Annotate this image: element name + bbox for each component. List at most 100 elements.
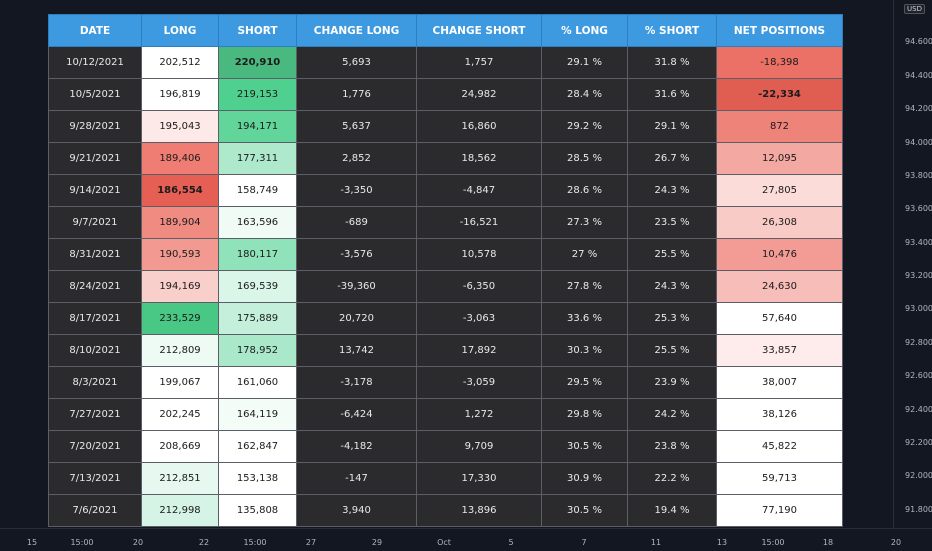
currency-badge[interactable]: USD (904, 4, 925, 14)
pct-short-cell: 31.6 % (627, 78, 717, 111)
time-tick-label: 22 (198, 538, 210, 547)
table-row: 10/5/2021 196,819 219,153 1,776 24,982 28.4 %… (48, 78, 843, 111)
long-cell: 212,851 (141, 462, 219, 495)
table-row: 7/6/2021 212,998 135,808 3,940 13,896 30.5 % 1… (48, 494, 843, 527)
header-long: LONG (141, 14, 219, 47)
date-cell: 10/5/2021 (48, 78, 142, 111)
net-positions-cell: 38,126 (716, 398, 843, 431)
cot-data-table: DATE LONG SHORT CHANGE LONG CHANGE SHORT… (48, 14, 843, 527)
pct-long-cell: 27.8 % (541, 270, 628, 303)
price-tick-label: 92.600 (905, 371, 932, 380)
time-tick-label: 15:00 (243, 538, 267, 547)
change-long-cell: 3,940 (296, 494, 417, 527)
change-long-cell: 1,776 (296, 78, 417, 111)
change-short-cell: 17,892 (416, 334, 542, 367)
pct-short-cell: 24.3 % (627, 174, 717, 207)
time-tick-label: 27 (305, 538, 317, 547)
price-tick-label: 91.800 (905, 505, 932, 514)
long-cell: 189,904 (141, 206, 219, 239)
short-cell: 153,138 (218, 462, 297, 495)
short-cell: 162,847 (218, 430, 297, 463)
change-short-cell: 10,578 (416, 238, 542, 271)
short-cell: 163,596 (218, 206, 297, 239)
price-tick-label: 93.400 (905, 238, 932, 247)
table-row: 7/27/2021 202,245 164,119 -6,424 1,272 29.8 %… (48, 398, 843, 431)
pct-short-cell: 24.3 % (627, 270, 717, 303)
table-header-row: DATE LONG SHORT CHANGE LONG CHANGE SHORT… (48, 14, 843, 47)
short-cell: 178,952 (218, 334, 297, 367)
date-cell: 8/3/2021 (48, 366, 142, 399)
net-positions-cell: 38,007 (716, 366, 843, 399)
long-cell: 233,529 (141, 302, 219, 335)
pct-long-cell: 30.5 % (541, 430, 628, 463)
pct-short-cell: 19.4 % (627, 494, 717, 527)
date-cell: 8/10/2021 (48, 334, 142, 367)
short-cell: 161,060 (218, 366, 297, 399)
long-cell: 199,067 (141, 366, 219, 399)
change-long-cell: -39,360 (296, 270, 417, 303)
change-long-cell: 13,742 (296, 334, 417, 367)
pct-short-cell: 23.8 % (627, 430, 717, 463)
change-long-cell: 20,720 (296, 302, 417, 335)
long-cell: 196,819 (141, 78, 219, 111)
net-positions-cell: 27,805 (716, 174, 843, 207)
price-tick-label: 93.000 (905, 304, 932, 313)
pct-short-cell: 23.5 % (627, 206, 717, 239)
date-cell: 8/31/2021 (48, 238, 142, 271)
change-short-cell: -3,059 (416, 366, 542, 399)
time-tick-label: 11 (650, 538, 662, 547)
time-tick-label: 20 (132, 538, 144, 547)
long-cell: 202,512 (141, 46, 219, 79)
change-long-cell: -3,576 (296, 238, 417, 271)
price-scale[interactable]: 94.600 94.400 94.200 94.000 93.800 93.600 93.4… (893, 0, 932, 528)
short-cell: 219,153 (218, 78, 297, 111)
pct-long-cell: 29.8 % (541, 398, 628, 431)
pct-short-cell: 25.5 % (627, 334, 717, 367)
price-tick-label: 92.000 (905, 471, 932, 480)
price-tick-label: 94.600 (905, 37, 932, 46)
pct-long-cell: 30.3 % (541, 334, 628, 367)
table-row: 9/14/2021 186,554 158,749 -3,350 -4,847 28.6 … (48, 174, 843, 207)
long-cell: 208,669 (141, 430, 219, 463)
date-cell: 7/13/2021 (48, 462, 142, 495)
change-short-cell: -4,847 (416, 174, 542, 207)
table-row: 8/17/2021 233,529 175,889 20,720 -3,063 33.6 … (48, 302, 843, 335)
change-short-cell: -3,063 (416, 302, 542, 335)
price-tick-label: 94.400 (905, 71, 932, 80)
short-cell: 169,539 (218, 270, 297, 303)
change-short-cell: 16,860 (416, 110, 542, 143)
short-cell: 180,117 (218, 238, 297, 271)
header-net-positions: NET POSITIONS (716, 14, 843, 47)
long-cell: 212,998 (141, 494, 219, 527)
long-cell: 195,043 (141, 110, 219, 143)
change-long-cell: -147 (296, 462, 417, 495)
long-cell: 194,169 (141, 270, 219, 303)
pct-long-cell: 28.6 % (541, 174, 628, 207)
pct-short-cell: 23.9 % (627, 366, 717, 399)
change-short-cell: 18,562 (416, 142, 542, 175)
long-cell: 189,406 (141, 142, 219, 175)
pct-long-cell: 27.3 % (541, 206, 628, 239)
time-tick-label: 15:00 (70, 538, 94, 547)
net-positions-cell: -22,334 (716, 78, 843, 111)
change-long-cell: -4,182 (296, 430, 417, 463)
net-positions-cell: 12,095 (716, 142, 843, 175)
net-positions-cell: 24,630 (716, 270, 843, 303)
time-tick-label: 5 (508, 538, 514, 547)
long-cell: 190,593 (141, 238, 219, 271)
date-cell: 10/12/2021 (48, 46, 142, 79)
short-cell: 164,119 (218, 398, 297, 431)
pct-short-cell: 26.7 % (627, 142, 717, 175)
date-cell: 9/7/2021 (48, 206, 142, 239)
header-change-short: CHANGE SHORT (416, 14, 542, 47)
change-short-cell: 24,982 (416, 78, 542, 111)
net-positions-cell: 10,476 (716, 238, 843, 271)
price-tick-label: 93.800 (905, 171, 932, 180)
table-row: 8/31/2021 190,593 180,117 -3,576 10,578 27 % 2… (48, 238, 843, 271)
change-long-cell: -689 (296, 206, 417, 239)
time-tick-label: 15:00 (761, 538, 785, 547)
short-cell: 194,171 (218, 110, 297, 143)
time-axis[interactable]: 15 15:00 20 22 15:00 27 29 Oct 5 7 11 13 15:00 18 20 (0, 528, 932, 551)
net-positions-cell: 33,857 (716, 334, 843, 367)
net-positions-cell: 872 (716, 110, 843, 143)
